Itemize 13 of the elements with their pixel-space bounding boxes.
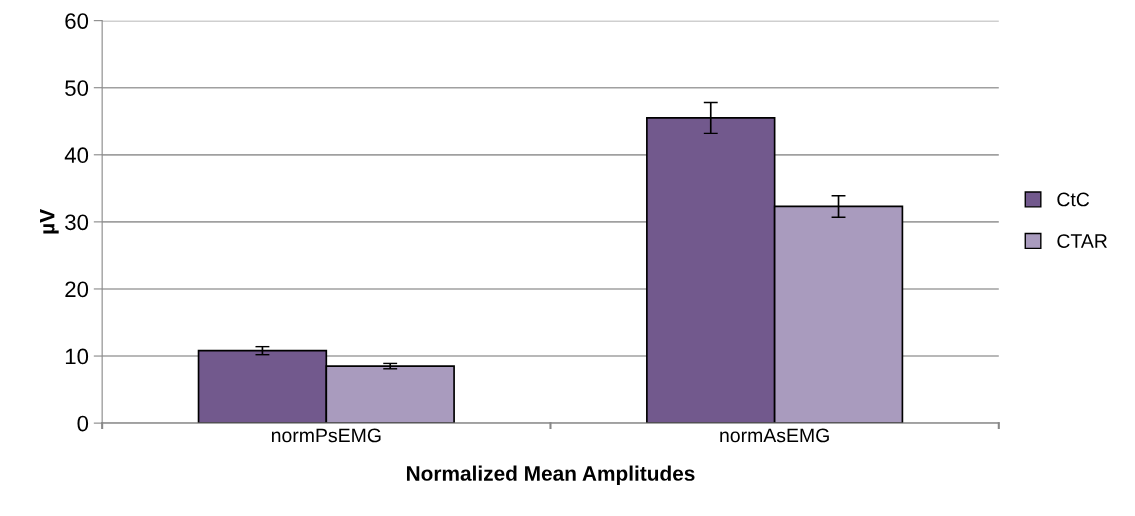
x-tick-label: normAsEMG: [720, 428, 829, 443]
x-tick-label: normPsEMG: [271, 428, 381, 443]
y-tick-label: 50: [65, 80, 89, 96]
x-axis-title: Normalized Mean Amplitudes: [406, 465, 695, 485]
legend-label: CtC: [1057, 192, 1090, 207]
y-tick-label: 20: [65, 281, 89, 298]
y-tick-label: 0: [77, 415, 89, 432]
y-tick-label: 40: [64, 147, 89, 164]
y-tick-label: 30: [65, 214, 89, 231]
y-tick-label: 60: [65, 13, 89, 29]
legend-label: CTAR: [1057, 234, 1107, 248]
y-axis-title: µV: [40, 209, 59, 234]
y-tick-label: 10: [65, 348, 89, 365]
